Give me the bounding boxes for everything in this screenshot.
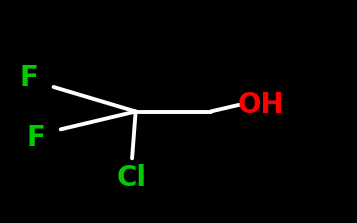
Text: Cl: Cl (117, 164, 147, 192)
Text: F: F (26, 124, 45, 152)
Text: F: F (19, 64, 38, 92)
Text: OH: OH (237, 91, 284, 119)
